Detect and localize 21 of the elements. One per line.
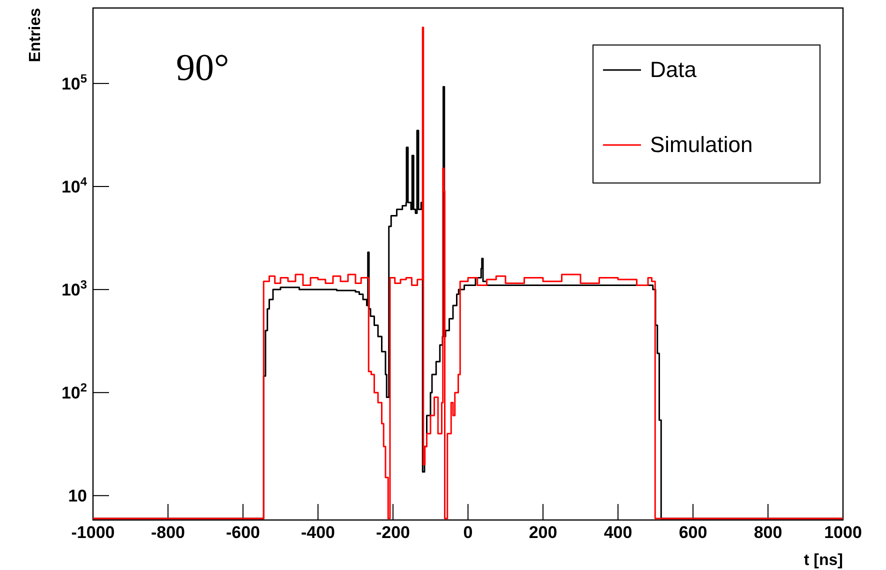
x-tick-label: -400: [300, 523, 336, 542]
x-axis-title: t [ns]: [804, 552, 843, 569]
y-tick-label: 10$^{5}$: [61, 71, 88, 94]
y-axis-title: Entries: [27, 8, 44, 62]
legend-label: Data: [650, 57, 698, 82]
x-tick-label: 1000: [824, 523, 862, 542]
x-tick-label: -200: [376, 523, 410, 542]
x-tick-label: -600: [226, 523, 260, 542]
x-tick-label: -1000: [71, 523, 115, 542]
y-tick-label: 10$^{4}$: [61, 174, 88, 197]
x-tick-label: -800: [150, 523, 186, 542]
x-tick-label: 400: [604, 523, 632, 542]
y-tick-label: 10$^{3}$: [61, 278, 88, 300]
y-tick-label: 10$^{2}$: [61, 380, 88, 403]
x-tick-label: 800: [754, 523, 782, 542]
x-tick-label: 0: [463, 523, 473, 542]
x-tick-label: 600: [678, 523, 708, 542]
legend-label: Simulation: [650, 132, 753, 157]
y-tick-label: 10: [68, 486, 87, 506]
annotation: 90°: [176, 47, 230, 89]
x-tick-label: 200: [528, 523, 558, 542]
